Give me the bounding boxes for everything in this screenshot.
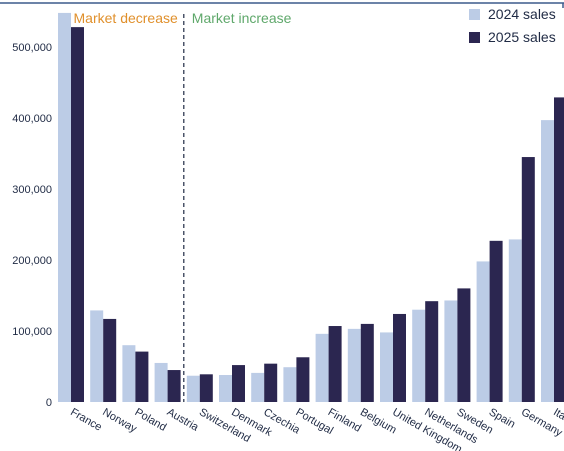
y-tick-label: 200,000 bbox=[12, 255, 52, 267]
bar-2024-sweden bbox=[444, 300, 458, 402]
bar-2024-czechia bbox=[251, 372, 265, 402]
bar-2025-denmark bbox=[232, 365, 245, 402]
market-increase-label: Market increase bbox=[192, 10, 292, 26]
bar-2024-belgium bbox=[347, 328, 361, 402]
y-tick-label: 400,000 bbox=[12, 113, 52, 125]
bar-2024-finland bbox=[315, 333, 329, 402]
x-tick-label: Austria bbox=[165, 406, 201, 434]
bar-2024-netherlands bbox=[412, 309, 426, 402]
bar-2024-denmark bbox=[219, 375, 232, 402]
bar-2024-austria bbox=[154, 362, 168, 402]
bar-2025-netherlands bbox=[425, 301, 439, 402]
bar-2025-norway bbox=[103, 318, 117, 402]
bar-2025-germany bbox=[521, 157, 535, 402]
bar-2025-spain bbox=[489, 240, 503, 402]
legend-swatch-2025 bbox=[469, 32, 480, 43]
y-tick-label: 300,000 bbox=[12, 184, 52, 196]
y-tick-label: 0 bbox=[46, 397, 52, 409]
bar-2025-switzerland bbox=[199, 374, 213, 402]
legend-label-2024: 2024 sales bbox=[488, 6, 556, 22]
legend: 2024 sales 2025 sales bbox=[469, 6, 556, 45]
bars-group bbox=[58, 12, 564, 403]
bar-2025-france bbox=[71, 27, 84, 403]
y-tick-label: 100,000 bbox=[12, 326, 52, 338]
bar-2025-united-kingdom bbox=[393, 313, 406, 402]
bar-2024-united-kingdom bbox=[380, 332, 393, 402]
bar-2024-portugal bbox=[283, 367, 297, 402]
market-decrease-label: Market decrease bbox=[74, 10, 178, 26]
legend-swatch-2024 bbox=[469, 9, 480, 20]
bar-2024-poland bbox=[122, 345, 136, 402]
bar-2025-finland bbox=[328, 326, 342, 402]
x-tick-label: Norway bbox=[100, 406, 139, 435]
bar-2025-italy bbox=[554, 97, 564, 402]
bar-2024-norway bbox=[90, 310, 104, 402]
bar-2024-italy bbox=[541, 120, 554, 402]
x-axis-labels: FranceNorwayPolandAustriaSwitzerlandDenm… bbox=[68, 406, 564, 451]
legend-label-2025: 2025 sales bbox=[488, 29, 556, 45]
bar-2024-switzerland bbox=[186, 375, 200, 402]
bar-2025-sweden bbox=[457, 288, 471, 402]
bar-2025-poland bbox=[135, 351, 149, 402]
bar-2025-portugal bbox=[296, 357, 310, 402]
bar-2024-spain bbox=[476, 261, 490, 402]
bar-2024-france bbox=[58, 12, 71, 402]
x-tick-label: Belgium bbox=[358, 406, 398, 436]
bar-2025-czechia bbox=[264, 363, 278, 402]
x-tick-label: France bbox=[68, 406, 104, 434]
y-axis: 0 100,000 200,000 300,000 400,000 500,000 bbox=[12, 42, 52, 409]
x-tick-label: Poland bbox=[133, 406, 169, 434]
y-tick-label: 500,000 bbox=[12, 42, 52, 54]
bar-2025-belgium bbox=[360, 323, 374, 402]
bar-2025-austria bbox=[167, 370, 181, 402]
bar-2024-germany bbox=[508, 239, 522, 402]
